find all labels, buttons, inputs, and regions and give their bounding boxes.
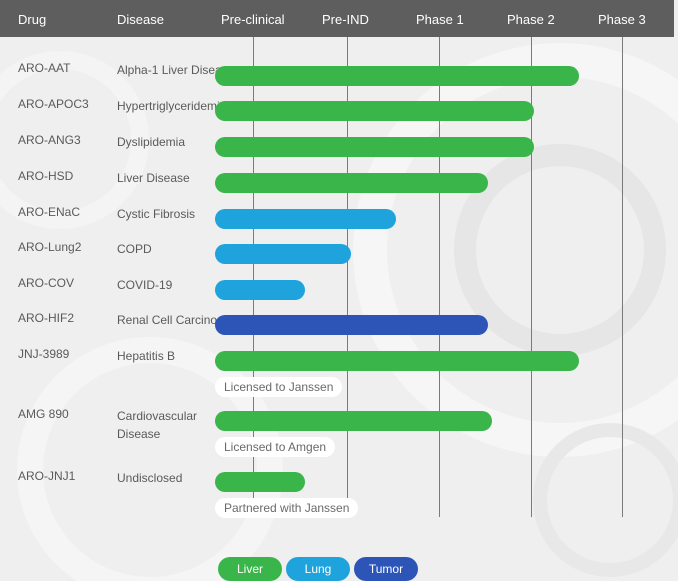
disease-label: Cardiovascular Disease xyxy=(117,409,198,441)
drug-label: ARO-HIF2 xyxy=(18,311,75,325)
progress-bar xyxy=(215,351,579,371)
progress-bar xyxy=(215,315,488,335)
stage-gridline xyxy=(253,37,254,517)
progress-bar xyxy=(215,173,488,193)
stage-gridline xyxy=(439,37,440,517)
drug-label: ARO-ANG3 xyxy=(18,133,81,147)
drug-label: ARO-ENaC xyxy=(18,205,81,219)
legend-item-lung: Lung xyxy=(286,557,350,581)
header-stage-phase2: Phase 2 xyxy=(507,12,555,27)
disease-label: Liver Disease xyxy=(117,171,190,185)
progress-bar xyxy=(215,137,534,157)
drug-label: ARO-COV xyxy=(18,276,75,290)
header-disease: Disease xyxy=(117,12,164,27)
drug-label: ARO-Lung2 xyxy=(18,240,82,254)
legend-item-tumor: Tumor xyxy=(354,557,418,581)
progress-bar xyxy=(215,101,534,121)
header-stage-preclinical: Pre-clinical xyxy=(221,12,285,27)
program-note: Partnered with Janssen xyxy=(215,498,359,518)
disease-label: Hypertriglyceridemia xyxy=(117,99,227,113)
disease-label: Dyslipidemia xyxy=(117,135,186,149)
legend-item-liver: Liver xyxy=(218,557,282,581)
header-stage-phase3: Phase 3 xyxy=(598,12,646,27)
drug-label: ARO-JNJ1 xyxy=(18,469,76,483)
drug-label: AMG 890 xyxy=(18,407,69,421)
disease-label: Hepatitis B xyxy=(117,349,176,363)
disease-label: Renal Cell Carcinoma xyxy=(117,313,234,327)
stage-gridline xyxy=(347,37,348,517)
disease-label: Undisclosed xyxy=(117,471,183,485)
drug-label: ARO-AAT xyxy=(18,61,71,75)
program-note: Licensed to Janssen xyxy=(215,377,343,397)
disease-label: COVID-19 xyxy=(117,278,173,292)
drug-label: JNJ-3989 xyxy=(18,347,70,361)
progress-bar xyxy=(215,66,579,86)
progress-bar xyxy=(215,209,396,229)
header-drug: Drug xyxy=(18,12,47,27)
progress-bar xyxy=(215,411,492,431)
drug-label: ARO-HSD xyxy=(18,169,74,183)
program-note: Licensed to Amgen xyxy=(215,437,336,457)
progress-bar xyxy=(215,280,305,300)
stage-gridline xyxy=(531,37,532,517)
header-stage-preind: Pre-IND xyxy=(322,12,369,27)
progress-bar xyxy=(215,244,351,264)
disease-label: Alpha-1 Liver Disease xyxy=(117,63,235,77)
stage-gridline xyxy=(622,37,623,517)
header-stage-phase1: Phase 1 xyxy=(416,12,464,27)
disease-label: Cystic Fibrosis xyxy=(117,207,196,221)
disease-label: COPD xyxy=(117,242,152,256)
drug-label: ARO-APOC3 xyxy=(18,97,89,111)
progress-bar xyxy=(215,472,305,492)
table-header: Drug Disease Pre-clinical Pre-IND Phase … xyxy=(0,0,674,37)
